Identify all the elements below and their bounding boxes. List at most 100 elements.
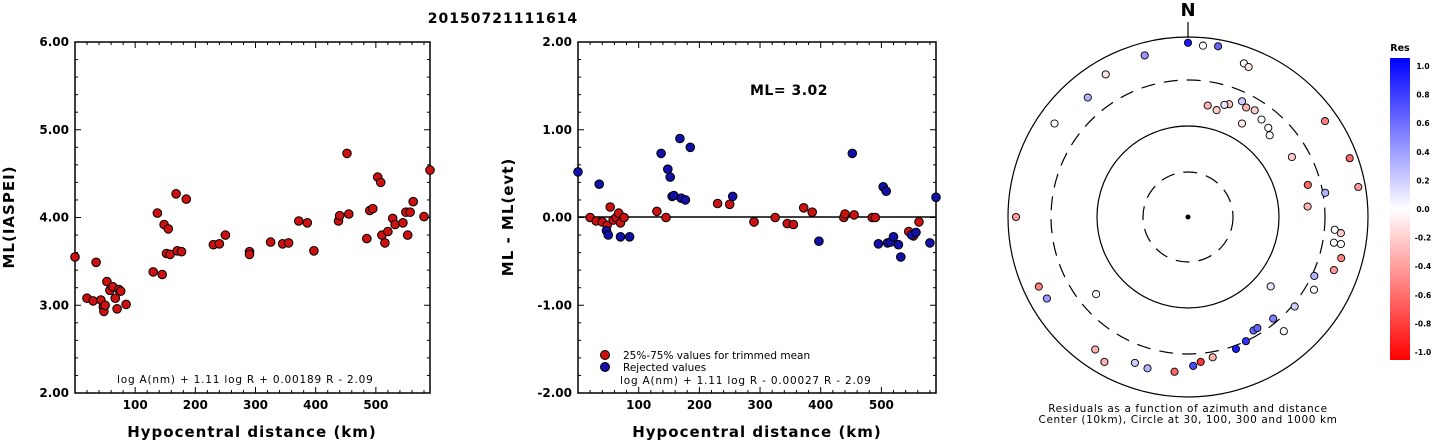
station-residual-point [1130, 358, 1139, 367]
legend: 25%-75% values for trimmed mean Rejected… [600, 350, 810, 374]
data-point [214, 239, 225, 249]
residual-colorbar: Res 1.0 0.8 0.6 0.4 0.2 0.0 -0.2 -0.4 -0.6 -0.8 -1… [1390, 43, 1431, 360]
data-point [849, 210, 859, 220]
data-point [157, 269, 167, 280]
station-residual-point [1143, 364, 1152, 373]
station-residual-point [1237, 97, 1247, 106]
x-tick-label: 500 [869, 398, 894, 412]
station-residual-point [1329, 266, 1338, 275]
y-tick-label: -1.00 [537, 298, 572, 312]
station-residual-point [1196, 357, 1205, 366]
data-point [603, 230, 614, 240]
station-residual-point [1345, 154, 1354, 163]
station-residual-point [1336, 229, 1345, 238]
station-residual-point [1050, 119, 1059, 128]
data-point [88, 296, 98, 306]
circle-1000km [1007, 36, 1369, 398]
data-point [727, 191, 738, 202]
data-point [870, 212, 881, 223]
data-point [398, 218, 408, 228]
station-residual-point [1337, 254, 1346, 263]
station-residual-point [1303, 202, 1312, 211]
colorbar-ticks: 1.0 0.8 0.6 0.4 0.2 0.0 -0.2 -0.4 -0.6 -0.8 -1.0 [1415, 62, 1431, 357]
station-residual-point [1264, 123, 1273, 132]
data-point [893, 239, 904, 250]
station-residual-point [1253, 324, 1262, 333]
data-point [605, 202, 616, 212]
data-point [176, 246, 187, 257]
station-residual-point [1241, 337, 1250, 346]
colorbar-tick-label: 0.2 [1416, 176, 1429, 185]
ml-vs-distance-chart: 100 200 300 400 500 2.00 3.00 4.00 5.00 6.00 log… [0, 35, 435, 441]
y-tick-label: 5.00 [39, 123, 69, 137]
data-point [881, 186, 892, 196]
station-residual-point [1320, 117, 1330, 126]
station-residual-point [1329, 238, 1338, 247]
station-residual-point [1250, 106, 1259, 115]
station-residual-point [1231, 344, 1241, 353]
figure-title: 20150721111614 [428, 11, 578, 27]
data-points [573, 133, 941, 262]
data-point [814, 236, 824, 246]
data-point [419, 211, 429, 222]
station-residual-point [1321, 188, 1330, 197]
data-point [914, 217, 924, 227]
data-point [302, 218, 313, 228]
colorbar-title: Res [1390, 43, 1410, 54]
station-residual-point [1309, 285, 1319, 294]
data-point [121, 299, 131, 310]
x-tick-label: 400 [808, 398, 833, 412]
data-point [100, 300, 110, 311]
colorbar-tick-label: -0.8 [1415, 319, 1431, 328]
colorbar-tick-label: 0.8 [1416, 91, 1429, 100]
station-residual-point [1336, 239, 1345, 249]
y-tick-label: 1.00 [542, 123, 572, 137]
data-point [408, 196, 419, 207]
data-point [798, 203, 809, 213]
data-point [749, 217, 759, 227]
x-tick-label: 200 [687, 398, 712, 412]
legend-marker-used [600, 350, 610, 360]
legend-label-used: 25%-75% values for trimmed mean [623, 350, 810, 362]
y-tick-label: 4.00 [39, 211, 69, 225]
y-tick-label: 2.00 [39, 386, 69, 400]
station-residual-point [1242, 103, 1251, 112]
formula-label: log A(nm) + 1.11 log R - 0.00027 R - 2.0… [620, 375, 872, 387]
data-point [368, 203, 378, 214]
x-axis-ticks: 100 200 300 400 500 [589, 42, 931, 412]
y-axis-label: ML(IASPEI) [0, 165, 18, 268]
station-residual-point [1183, 38, 1193, 47]
data-point [665, 172, 676, 182]
data-point [840, 209, 850, 219]
data-point [70, 252, 80, 262]
data-point [265, 237, 276, 247]
data-point [112, 304, 122, 314]
data-point [244, 249, 255, 260]
station-residual-point [1266, 282, 1275, 291]
data-point [619, 212, 629, 223]
station-residual-point [1092, 290, 1101, 299]
data-point [663, 164, 673, 174]
x-tick-label: 100 [123, 398, 148, 412]
data-point [402, 230, 413, 240]
x-axis-ticks: 100 200 300 400 500 [86, 42, 425, 412]
data-point [375, 177, 386, 188]
station-residual-point [1083, 93, 1092, 102]
station-residual-point [1310, 271, 1319, 280]
station-residual-point [1203, 101, 1212, 110]
data-point [788, 219, 799, 230]
station-residual-point [1214, 42, 1223, 51]
data-point [91, 257, 101, 268]
station-residual-point [1290, 302, 1299, 311]
data-point [344, 209, 354, 219]
data-point [896, 252, 906, 262]
colorbar-tick-label: 1.0 [1416, 62, 1429, 71]
station-residual-point [1011, 212, 1021, 222]
x-axis-label: Hypocentral distance (km) [632, 423, 882, 441]
data-point [807, 207, 818, 217]
station-residual-point [1100, 357, 1109, 366]
station-residual-point [1279, 327, 1288, 336]
colorbar-tick-label: -1.0 [1415, 348, 1431, 357]
station-residual-point [1257, 115, 1266, 124]
data-point [383, 226, 393, 237]
